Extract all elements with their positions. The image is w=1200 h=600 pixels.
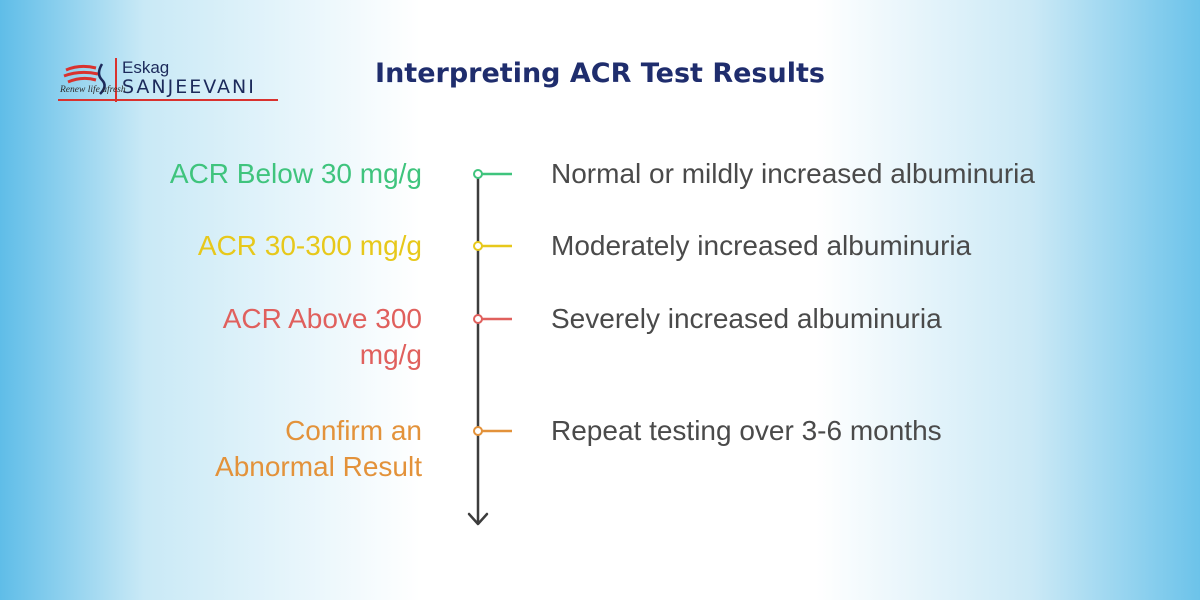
arrow-down-icon	[467, 512, 489, 526]
meaning-label-4: Repeat testing over 3-6 months	[551, 415, 942, 446]
logo-line2: SANJEEVANI	[122, 76, 256, 98]
condition-label-2: ACR 30-300 mg/g	[197, 230, 422, 261]
meaning-label-1: Normal or mildly increased albuminuria	[551, 158, 1035, 189]
logo-line1: Eskag	[122, 58, 170, 77]
meaning-label-3: Severely increased albuminuria	[551, 303, 942, 334]
condition-label-4: Confirm an Abnormal Result	[215, 415, 422, 482]
timeline-marker-1	[473, 169, 512, 179]
condition-label-1: ACR Below 30 mg/g	[169, 158, 422, 189]
timeline-marker-3	[473, 314, 512, 324]
timeline-marker-2	[473, 241, 512, 251]
timeline-marker-4	[473, 426, 512, 436]
brand-logo: Eskag SANJEEVANI Renew life afresh	[58, 56, 288, 106]
meaning-label-2: Moderately increased albuminuria	[551, 230, 972, 261]
page-title: Interpreting ACR Test Results	[375, 58, 825, 89]
logo-tagline: Renew life afresh	[60, 85, 126, 95]
condition-label-3: ACR Above 300 mg/g	[222, 303, 422, 370]
logo-mark-icon	[58, 58, 278, 102]
